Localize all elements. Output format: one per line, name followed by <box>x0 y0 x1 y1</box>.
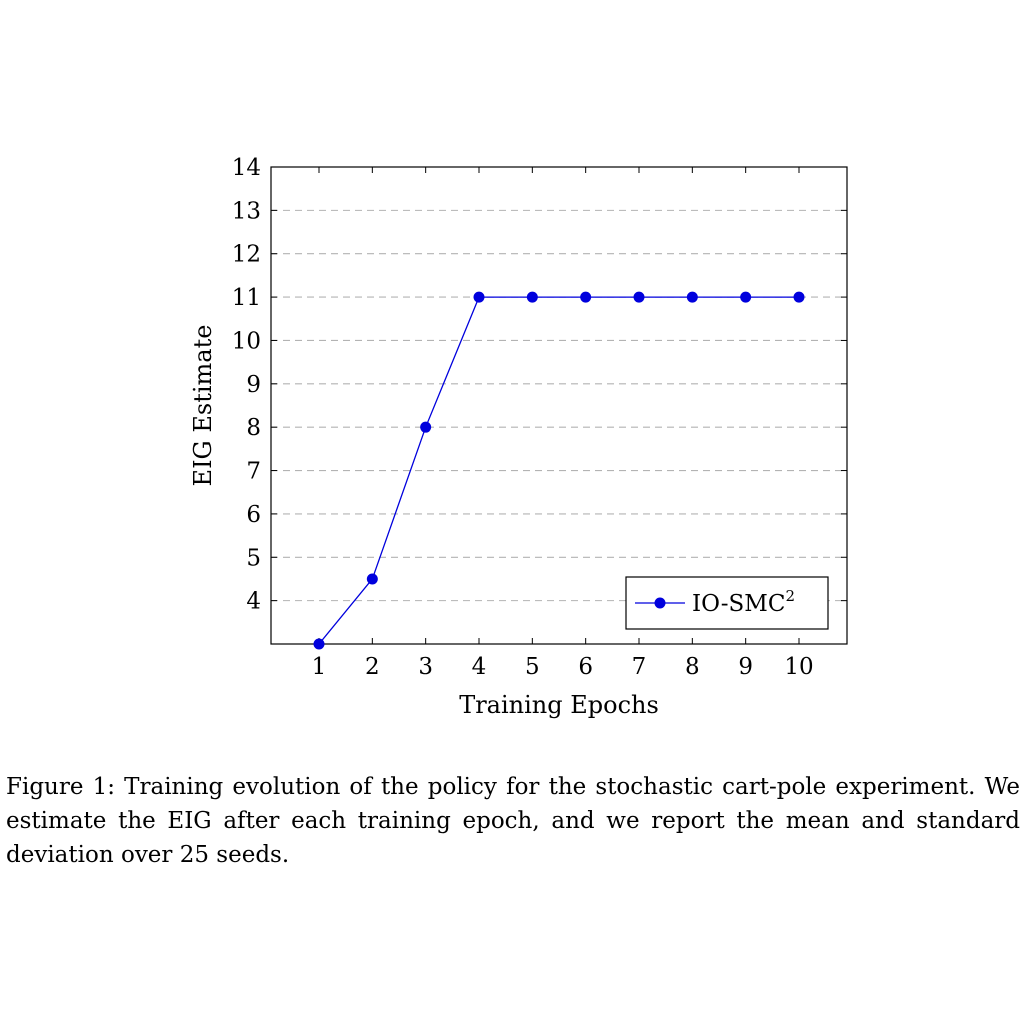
y-tick-label: 8 <box>246 415 261 441</box>
data-point <box>740 291 752 303</box>
legend-label: IO-SMC2 <box>692 587 795 617</box>
x-axis-label: Training Epochs <box>459 691 659 719</box>
data-point <box>686 291 698 303</box>
legend: IO-SMC2 <box>625 576 829 630</box>
x-tick-label: 7 <box>632 654 647 680</box>
y-tick-label: 7 <box>246 459 261 485</box>
y-tick-label: 6 <box>246 502 261 528</box>
y-tick-label: 4 <box>246 589 261 615</box>
y-tick-label: 10 <box>232 328 261 354</box>
x-tick-label: 8 <box>685 654 700 680</box>
series-line <box>318 296 799 645</box>
y-tick-label: 14 <box>232 155 261 181</box>
y-tick-label: 9 <box>246 372 261 398</box>
legend-series-superscript: 2 <box>785 587 795 605</box>
plot-frame <box>270 166 848 645</box>
data-point <box>633 291 645 303</box>
x-tick-label: 10 <box>784 654 813 680</box>
x-tick-label: 6 <box>578 654 593 680</box>
y-tick-label: 12 <box>232 242 261 268</box>
figure-caption: Figure 1: Training evolution of the poli… <box>6 774 1020 868</box>
data-point <box>366 573 378 585</box>
y-axis-label: EIG Estimate <box>189 325 217 487</box>
data-point <box>420 421 432 433</box>
x-tick-label: 4 <box>472 654 487 680</box>
data-point <box>313 638 325 650</box>
series-layer <box>313 291 805 650</box>
x-tick-label: 5 <box>525 654 540 680</box>
y-tick-label: 13 <box>232 198 261 224</box>
grid-lines <box>271 209 847 602</box>
y-tick-label: 11 <box>232 285 261 311</box>
x-tick-label: 3 <box>418 654 433 680</box>
y-tick-label: 5 <box>246 545 261 571</box>
data-point <box>793 291 805 303</box>
data-point <box>580 291 592 303</box>
data-point <box>473 291 485 303</box>
legend-marker <box>654 597 666 609</box>
data-point <box>526 291 538 303</box>
x-tick-label: 2 <box>365 654 380 680</box>
x-tick-label: 9 <box>738 654 753 680</box>
legend-series-name: IO-SMC <box>692 591 785 617</box>
x-tick-label: 1 <box>312 654 327 680</box>
